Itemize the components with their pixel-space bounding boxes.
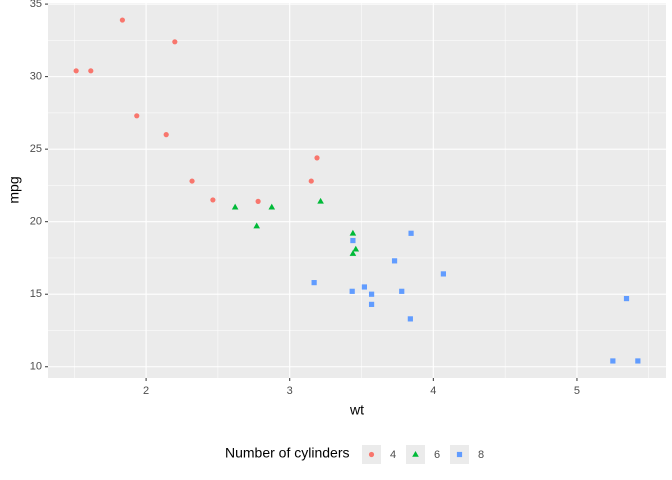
point (255, 198, 261, 204)
point (231, 203, 239, 210)
legend-symbol (368, 451, 375, 458)
point (635, 358, 641, 364)
point (610, 358, 616, 364)
y-tick-label: 30 (30, 71, 42, 83)
legend-title: Number of cylinders (225, 445, 350, 461)
point (314, 155, 320, 161)
legend-label: 8 (478, 449, 484, 461)
point (349, 250, 357, 256)
point (308, 178, 314, 184)
point (163, 132, 169, 138)
point (88, 68, 94, 74)
legend-label: 4 (390, 449, 396, 461)
point (352, 245, 360, 252)
x-tick-label: 5 (574, 385, 580, 397)
y-tick-label: 10 (30, 361, 42, 373)
point (172, 39, 178, 45)
point (391, 258, 398, 264)
y-axis-title: mpg (6, 176, 22, 203)
legend-symbol (412, 451, 419, 457)
point (253, 222, 260, 229)
point (268, 203, 276, 210)
point (210, 197, 216, 203)
point (399, 288, 405, 294)
y-tick-label: 20 (30, 216, 42, 228)
y-tick-label: 35 (30, 0, 42, 10)
y-tick-label: 15 (30, 288, 42, 300)
point (407, 316, 413, 322)
point (311, 280, 317, 286)
point (440, 271, 446, 277)
point (189, 178, 195, 184)
panel (48, 3, 666, 378)
y-tick-label: 25 (30, 143, 42, 155)
x-tick-label: 4 (430, 385, 436, 397)
point (134, 113, 140, 119)
point (349, 288, 355, 294)
point (368, 291, 375, 297)
legend-symbol (456, 451, 463, 458)
point (73, 68, 79, 74)
point (408, 230, 414, 236)
point (119, 17, 125, 23)
point (361, 284, 367, 290)
legend-label: 6 (434, 449, 440, 461)
point (350, 237, 356, 244)
x-axis-title: wt (349, 402, 364, 418)
point (368, 301, 375, 307)
point (317, 197, 324, 204)
point (623, 295, 630, 302)
x-tick-label: 2 (143, 385, 149, 397)
point (349, 229, 357, 236)
x-tick-label: 3 (287, 385, 293, 397)
